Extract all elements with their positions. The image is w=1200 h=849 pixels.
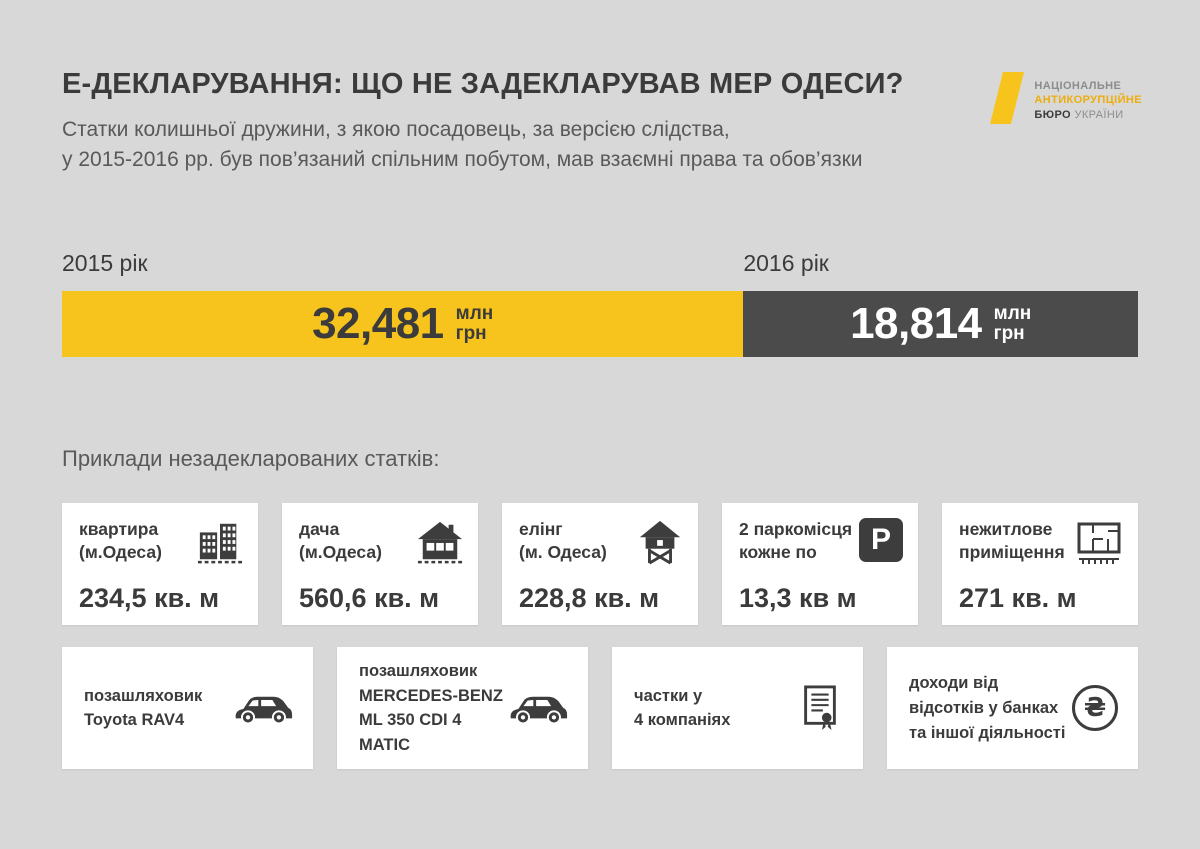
- boathouse-icon: [637, 518, 683, 566]
- nabu-logo: НАЦІОНАЛЬНЕ АНТИКОРУПЦІЙНЕ БЮРО УКРАЇНИ: [990, 72, 1142, 129]
- asset-text: доходи від відсотків у банках та іншої д…: [909, 674, 1066, 742]
- logo-line3: БЮРО УКРАЇНИ: [1034, 108, 1124, 121]
- page-subtitle: Статки колишньої дружини, з якою посадов…: [62, 118, 863, 171]
- asset-value: 560,6 кв. м: [299, 583, 440, 614]
- asset-card-toyota: позашляховик Toyota RAV4: [62, 647, 313, 770]
- assets-bar-chart: 2015 рік 32,481 млн грн 2016 рік 18,814: [62, 250, 1138, 358]
- nabu-logo-text: НАЦІОНАЛЬНЕ АНТИКОРУПЦІЙНЕ БЮРО УКРАЇНИ: [1034, 79, 1142, 122]
- floor-plan-icon: [1075, 518, 1123, 566]
- apartment-building-icon: [197, 518, 243, 566]
- parking-icon: P: [859, 518, 903, 563]
- asset-title: 2 паркомісця кожне по: [739, 519, 853, 563]
- asset-title: дача (м.Одеса): [299, 519, 382, 563]
- asset-value: 234,5 кв. м: [79, 583, 220, 614]
- examples-heading: Приклади незадекларованих статків:: [62, 446, 440, 472]
- bar-2016-unit: млн грн: [993, 302, 1032, 345]
- bar-2016: 2016 рік 18,814 млн грн: [743, 250, 1138, 358]
- asset-title: квартира (м.Одеса): [79, 519, 162, 563]
- logo-line2: АНТИКОРУПЦІЙНЕ: [1034, 94, 1142, 107]
- suv-car-icon: [233, 690, 293, 726]
- share-certificate-icon: [797, 683, 843, 733]
- asset-card-bank-interest: доходи від відсотків у банках та іншої д…: [887, 647, 1138, 770]
- other-assets-cards-row: позашляховик Toyota RAV4: [62, 647, 1138, 770]
- header: Е-ДЕКЛАРУВАННЯ: ЩО НЕ ЗАДЕКЛАРУВАВ МЕР О…: [62, 68, 1138, 174]
- house-icon: [417, 518, 463, 566]
- bar-2015-unit: млн грн: [455, 302, 494, 345]
- suv-car-icon: [508, 690, 568, 726]
- bar-2016-value: 18,814: [850, 299, 982, 349]
- asset-card-boathouse: елінг (м. Одеса): [502, 503, 698, 626]
- asset-title: нежитлове приміщення: [959, 519, 1065, 563]
- asset-text: позашляховик Toyota RAV4: [84, 686, 203, 730]
- asset-card-dacha: дача (м.Одеса): [282, 503, 478, 626]
- hryvnia-circle-icon: ₴: [1072, 685, 1118, 732]
- asset-card-mercedes: позашляховик MERCEDES-BENZ ML 350 CDI 4 …: [337, 647, 588, 770]
- examples-section: Приклади незадекларованих статків: кварт…: [62, 446, 1138, 770]
- bar-2015-value: 32,481: [312, 299, 444, 349]
- bar-2015: 2015 рік 32,481 млн грн: [62, 250, 744, 358]
- bar-label-2015: 2015 рік: [62, 250, 148, 277]
- bar-2016-fill: 18,814 млн грн: [743, 291, 1138, 358]
- nabu-logo-mark-icon: [990, 72, 1025, 129]
- asset-card-company-shares: частки у 4 компаніях: [612, 647, 863, 770]
- asset-card-parking: 2 паркомісця кожне по P 13,3 кв м: [722, 503, 918, 626]
- asset-title: елінг (м. Одеса): [519, 519, 607, 563]
- asset-value: 228,8 кв. м: [519, 583, 660, 614]
- asset-value: 13,3 кв м: [739, 583, 857, 614]
- bar-2015-fill: 32,481 млн грн: [62, 291, 744, 358]
- asset-text: позашляховик MERCEDES-BENZ ML 350 CDI 4 …: [359, 661, 503, 755]
- asset-text: частки у 4 компаніях: [634, 686, 731, 730]
- bar-label-2016: 2016 рік: [743, 250, 829, 277]
- logo-line1: НАЦІОНАЛЬНЕ: [1034, 80, 1122, 93]
- page-title: Е-ДЕКЛАРУВАННЯ: ЩО НЕ ЗАДЕКЛАРУВАВ МЕР О…: [62, 68, 904, 100]
- real-estate-cards-row: квартира (м.Одеса): [62, 503, 1138, 626]
- asset-card-nonresidential: нежитлове приміщення 271 кв. м: [942, 503, 1138, 626]
- asset-value: 271 кв. м: [959, 583, 1077, 614]
- asset-card-apartment: квартира (м.Одеса): [62, 503, 258, 626]
